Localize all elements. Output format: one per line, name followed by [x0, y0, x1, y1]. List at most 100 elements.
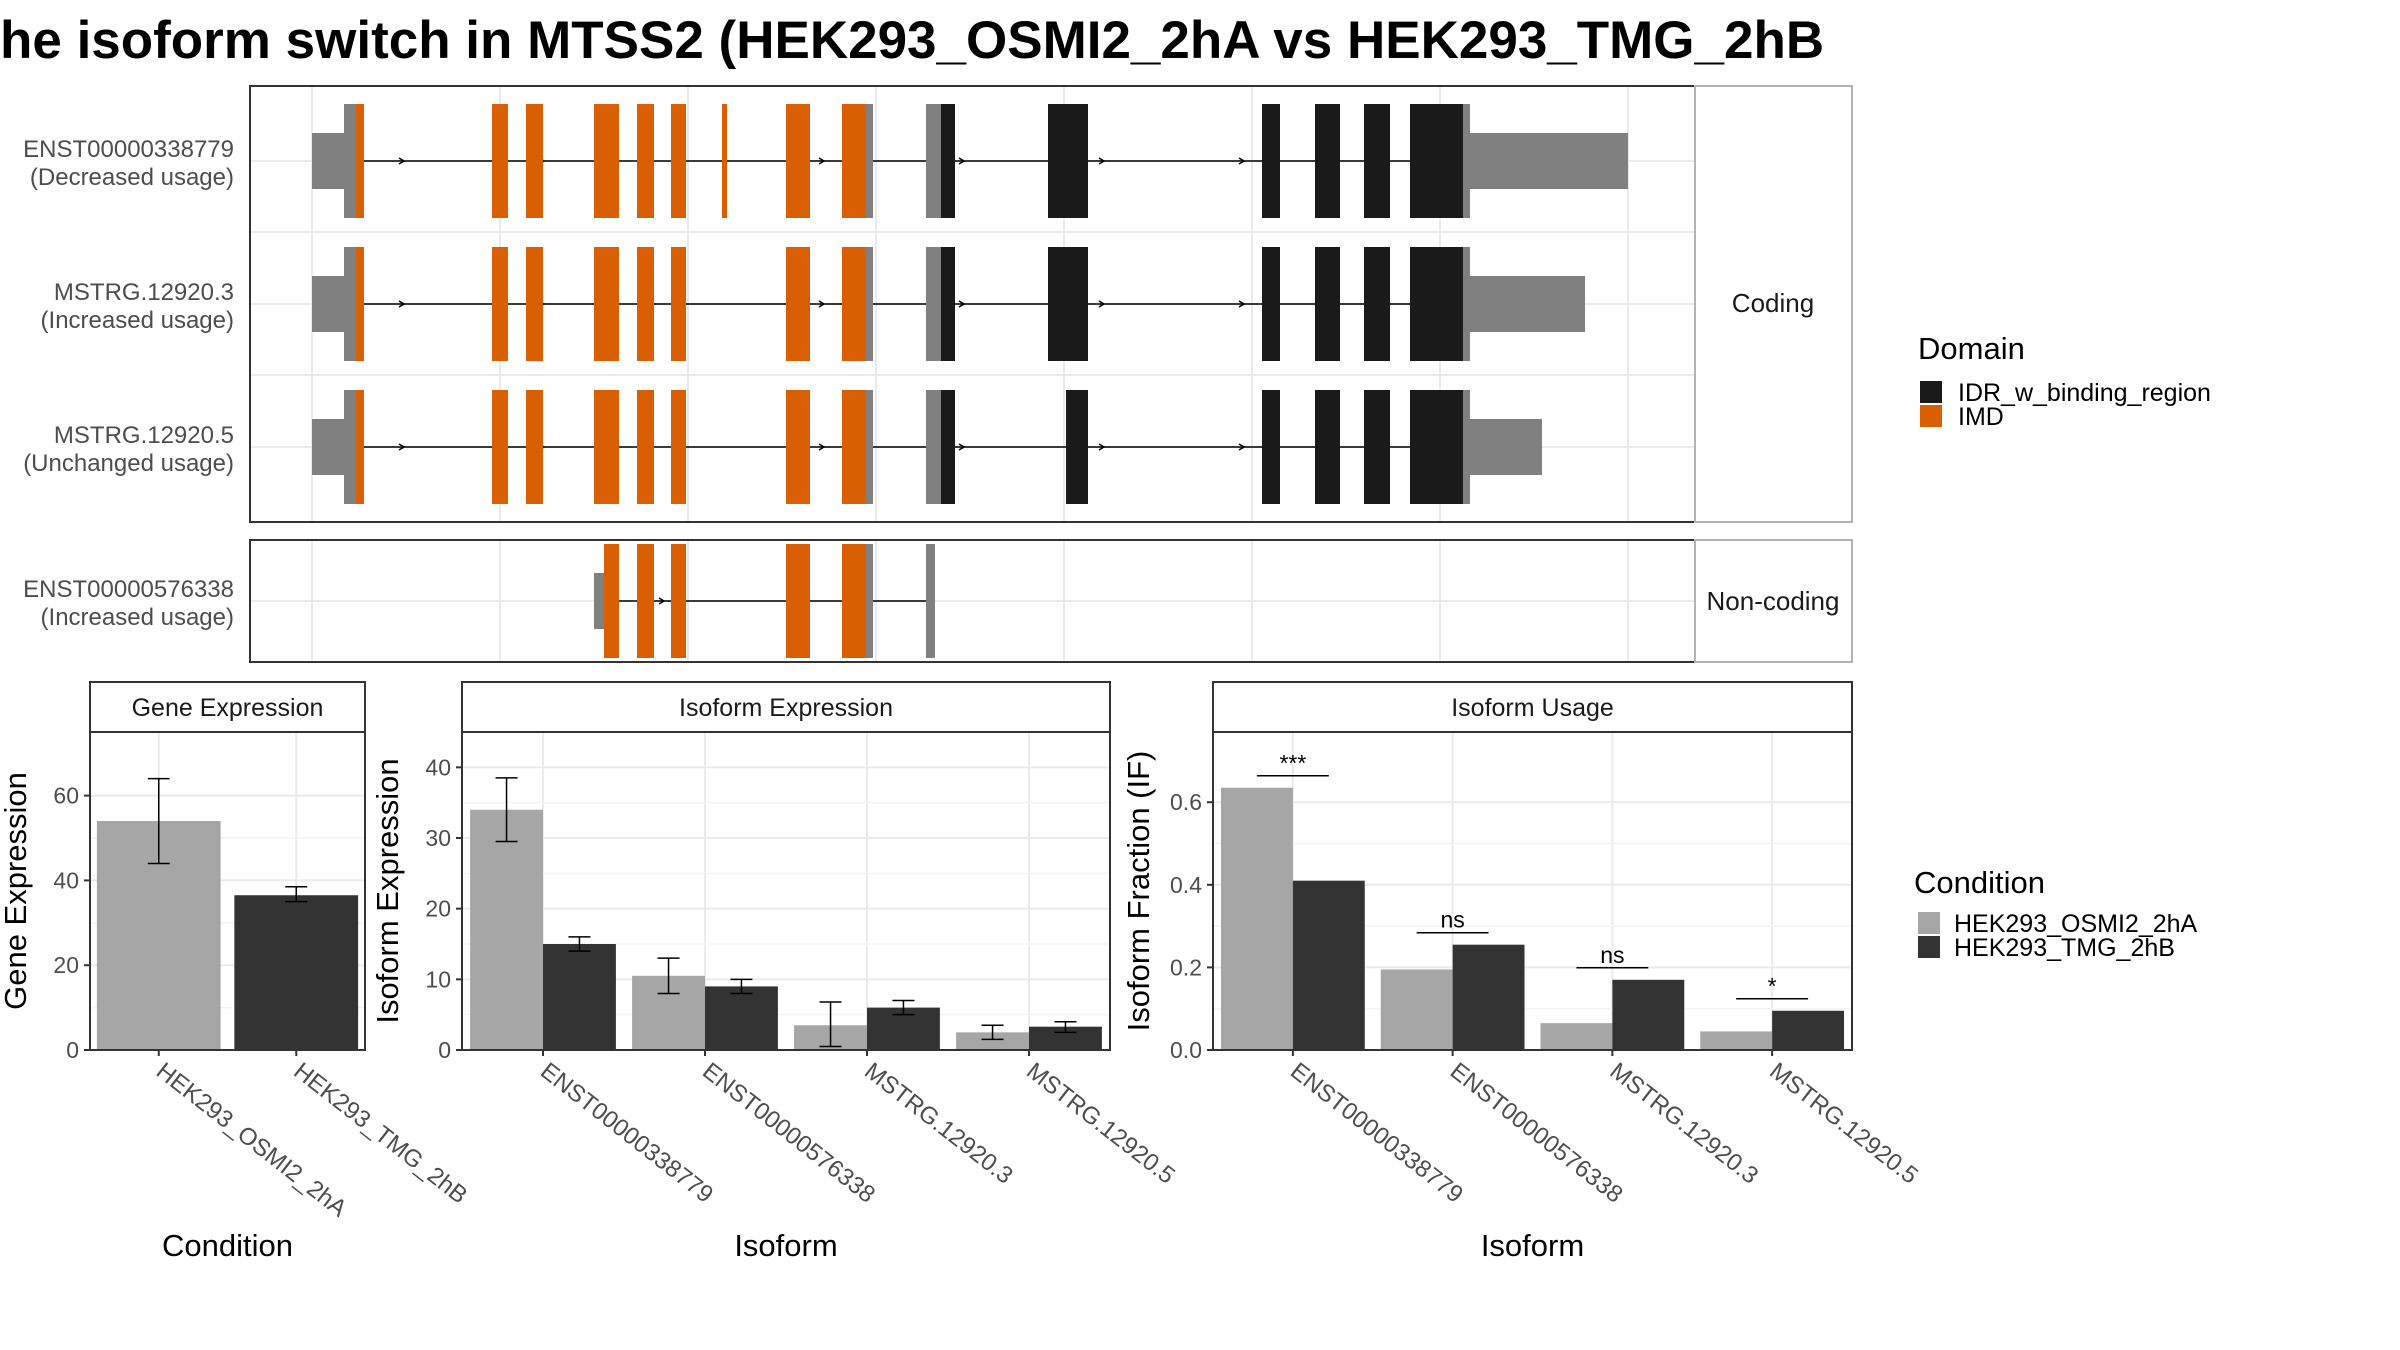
panel-border — [461, 731, 1111, 1051]
imd-domain-exon — [492, 104, 508, 218]
x-tick-label: MSTRG.12920.3 — [859, 1057, 1018, 1189]
y-tick-label: 40 — [425, 754, 451, 780]
coding-exon — [866, 247, 873, 361]
transcript-label-usage: (Increased usage) — [41, 307, 234, 334]
intron-arrow — [398, 443, 406, 451]
imd-domain-exon — [842, 247, 866, 361]
domain-swatch-idr — [1920, 381, 1942, 403]
x-axis-label: Isoform — [734, 1228, 837, 1263]
y-tick-label: 10 — [425, 966, 451, 992]
bar — [1029, 1026, 1102, 1050]
bar — [1292, 880, 1365, 1050]
imd-domain-exon — [637, 104, 654, 218]
x-tick-label: MSTRG.12920.3 — [1605, 1057, 1764, 1189]
panel-strip-title: Gene Expression — [132, 694, 324, 722]
condition-swatch-osmi — [1918, 912, 1940, 934]
idr-domain-exon — [1315, 390, 1340, 504]
utr-3prime — [1470, 276, 1585, 332]
y-axis-label: Isoform Expression — [370, 758, 405, 1023]
transcript-label-id: MSTRG.12920.5 — [54, 422, 234, 449]
significance-label: *** — [1279, 750, 1306, 776]
transcript-label-id: ENST00000338779 — [23, 136, 234, 163]
imd-domain-exon — [637, 544, 654, 658]
coding-strip-label: Coding — [1732, 288, 1814, 318]
panel-border — [89, 731, 366, 1051]
intron-arrow — [818, 157, 826, 165]
transcript-labels: ENST00000338779 (Decreased usage) MSTRG.… — [23, 136, 234, 631]
imd-domain-exon — [356, 104, 364, 218]
imd-domain-exon — [637, 247, 654, 361]
y-tick-label: 0.0 — [1170, 1037, 1202, 1063]
imd-domain-exon — [637, 390, 654, 504]
idr-domain-exon — [1364, 247, 1390, 361]
bar — [234, 895, 359, 1050]
x-tick-label: MSTRG.12920.5 — [1764, 1057, 1923, 1189]
x-tick-label: ENST00000576338 — [1445, 1057, 1628, 1208]
x-tick-label: ENST00000576338 — [697, 1057, 880, 1208]
condition-legend-label: HEK293_OSMI2_2hA — [1954, 910, 2198, 938]
imd-domain-exon — [594, 104, 619, 218]
idr-domain-exon — [1410, 247, 1463, 361]
imd-domain-exon — [604, 544, 619, 658]
noncoding-strip-label: Non-coding — [1707, 586, 1840, 616]
intron-arrow — [818, 443, 826, 451]
imd-domain-exon — [671, 104, 686, 218]
bar — [1452, 944, 1525, 1050]
transcript-label-id: ENST00000576338 — [23, 576, 234, 603]
intron-arrow — [958, 443, 966, 451]
coding-exon — [866, 104, 873, 218]
transcript-label-id: MSTRG.12920.3 — [54, 279, 234, 306]
imd-domain-exon — [722, 104, 727, 218]
intron-arrow — [818, 300, 826, 308]
intron-arrow — [1238, 443, 1246, 451]
panel-border — [1212, 731, 1853, 1051]
significance-label: * — [1768, 973, 1777, 999]
imd-domain-exon — [786, 247, 810, 361]
x-tick-label: ENST00000338779 — [535, 1057, 718, 1208]
coding-exon — [1463, 104, 1470, 218]
intron-arrow — [398, 300, 406, 308]
utr-5prime — [312, 276, 344, 332]
bar — [1220, 787, 1293, 1050]
coding-exon — [926, 390, 941, 504]
y-axis-label: Isoform Fraction (IF) — [1121, 751, 1156, 1032]
bar — [1700, 1031, 1773, 1050]
utr-3prime — [1470, 419, 1542, 475]
idr-domain-exon — [1315, 104, 1340, 218]
noncoding-tracks — [594, 544, 935, 658]
y-axis-label: Gene Expression — [0, 772, 33, 1010]
imd-domain-exon — [786, 104, 810, 218]
y-tick-label: 0.4 — [1170, 872, 1202, 898]
imd-domain-exon — [526, 390, 543, 504]
condition-legend-title: Condition — [1914, 865, 2045, 900]
utr-5prime — [312, 133, 344, 189]
imd-domain-exon — [526, 247, 543, 361]
significance-label: ns — [1600, 942, 1624, 968]
coding-exon — [1463, 247, 1470, 361]
bar — [470, 809, 543, 1050]
bar — [543, 944, 616, 1050]
exon-noncoding — [866, 544, 873, 658]
intron-arrow — [658, 597, 666, 605]
bar — [956, 1032, 1029, 1050]
intron-arrow — [1098, 443, 1106, 451]
panel-strip — [461, 681, 1111, 733]
intron-arrow — [1098, 157, 1106, 165]
coding-exon — [344, 104, 356, 218]
exon-noncoding — [926, 544, 935, 658]
x-axis-label: Condition — [162, 1228, 293, 1263]
idr-domain-exon — [1364, 390, 1390, 504]
domain-legend-title: Domain — [1918, 331, 2025, 366]
imd-domain-exon — [356, 247, 364, 361]
bar — [705, 986, 778, 1050]
imd-domain-exon — [594, 247, 619, 361]
intron-arrow — [1238, 157, 1246, 165]
imd-domain-exon — [671, 247, 686, 361]
x-axis-label: Isoform — [1481, 1228, 1584, 1263]
transcript-label-usage: (Unchanged usage) — [23, 450, 234, 477]
imd-domain-exon — [842, 390, 866, 504]
y-tick-label: 30 — [425, 825, 451, 851]
utr-5prime — [312, 419, 344, 475]
imd-domain-exon — [842, 544, 866, 658]
y-tick-label: 0 — [66, 1037, 79, 1063]
